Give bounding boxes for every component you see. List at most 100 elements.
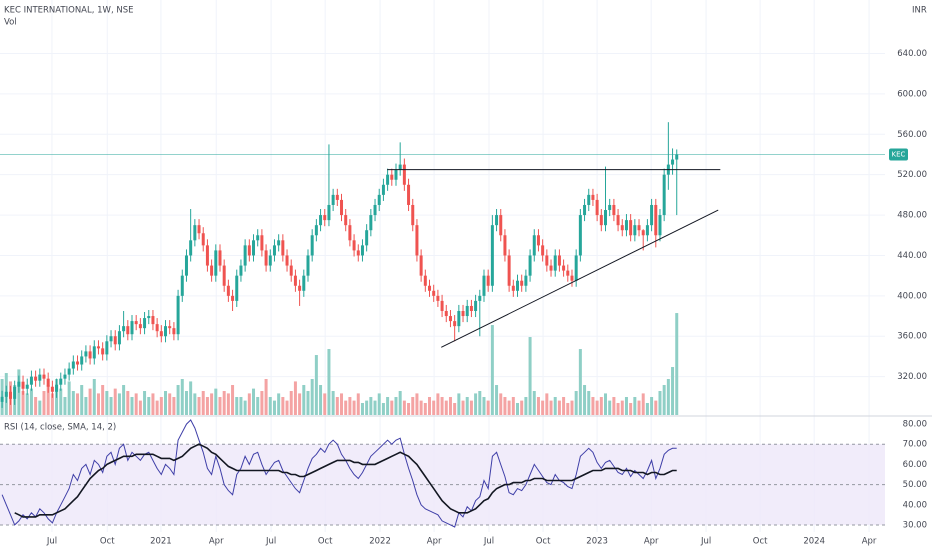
volume-bar (557, 400, 561, 415)
volume-bar (268, 397, 272, 415)
candle-body (180, 275, 184, 296)
volume-bar (302, 385, 306, 415)
candle-body (633, 225, 637, 236)
x-tick-label: Oct (753, 537, 768, 547)
candle-body (293, 275, 297, 286)
volume-bar (365, 400, 369, 415)
volume-bar (193, 393, 197, 415)
candle-body (608, 204, 612, 211)
candle-body (444, 310, 448, 317)
volume-bar (595, 400, 599, 415)
candle-body (176, 295, 180, 335)
candle-body (549, 265, 553, 271)
candle-body (423, 275, 427, 286)
volume-bar (587, 391, 591, 415)
volume-bar (21, 391, 25, 415)
volume-bar (650, 397, 654, 415)
candle-body (29, 376, 33, 385)
candle-body (503, 235, 507, 256)
candle-body (616, 215, 620, 226)
candle-body (587, 194, 591, 205)
volume-bar (633, 397, 637, 415)
candle-body (411, 204, 415, 226)
candle-body (671, 159, 675, 165)
candle-body (71, 361, 75, 369)
volume-bar (516, 403, 520, 415)
candle-body (298, 285, 302, 291)
volume-bar (369, 397, 373, 415)
candle-body (13, 386, 17, 399)
volume-bar (624, 397, 628, 415)
candle-body (76, 361, 80, 365)
candle-body (205, 245, 209, 266)
x-tick-label: Jul (46, 537, 57, 547)
volume-bar (377, 393, 381, 415)
candle-body (63, 374, 67, 379)
candle-body (268, 255, 272, 266)
volume-bar (461, 400, 465, 415)
candle-body (486, 275, 490, 286)
candle-body (348, 225, 352, 241)
volume-bar (444, 400, 448, 415)
volume-bar (671, 367, 675, 415)
candle-body (256, 235, 260, 241)
volume-bar (654, 400, 658, 415)
candle-body (645, 225, 649, 236)
volume-bar (490, 325, 494, 415)
volume-bar (390, 400, 394, 415)
volume-bar (331, 391, 335, 415)
volume-bar (348, 397, 352, 415)
candle-body (407, 184, 411, 205)
volume-bar (50, 393, 54, 415)
volume-bar (84, 397, 88, 415)
volume-bar (34, 397, 38, 415)
candle-body (340, 199, 344, 216)
candle-body (193, 225, 197, 241)
x-tick-label: 2024 (803, 537, 825, 547)
volume-bar (503, 397, 507, 415)
candle-body (344, 215, 348, 226)
volume-bar (314, 355, 318, 415)
volume-label: Vol (4, 18, 17, 28)
candle-body (457, 310, 461, 327)
volume-bar (407, 403, 411, 415)
candle-body (164, 326, 168, 337)
rsi-tick-label: 60.00 (903, 460, 927, 470)
volume-bar (457, 393, 461, 415)
volume-bar (469, 400, 473, 415)
volume-bar (134, 393, 138, 415)
volume-bar (151, 393, 155, 415)
candle-body (612, 204, 616, 216)
candle-body (474, 300, 478, 311)
x-tick-label: Apr (427, 537, 442, 547)
candle-body (578, 215, 582, 256)
candle-body (453, 321, 457, 327)
volume-bar (616, 403, 620, 415)
volume-bar (499, 393, 503, 415)
volume-bar (176, 385, 180, 415)
volume-bar (658, 391, 662, 415)
volume-bar (666, 379, 670, 415)
volume-bar (46, 385, 50, 415)
volume-bar (549, 400, 553, 415)
candle-body (168, 326, 172, 329)
volume-bar (482, 397, 486, 415)
candle-body (46, 378, 50, 387)
x-tick-label: Oct (100, 537, 115, 547)
price-tag-label: KEC (892, 150, 906, 158)
candle-body (591, 194, 595, 200)
x-tick-label: Apr (862, 537, 877, 547)
candle-body (583, 204, 587, 216)
volume-bar (277, 393, 281, 415)
candle-body (34, 376, 38, 381)
volume-bar (398, 391, 402, 415)
trend-line (441, 209, 719, 348)
candle-body (0, 396, 4, 402)
candle-body (532, 235, 536, 256)
candle-body (360, 245, 364, 256)
candle-body (101, 348, 105, 355)
y-tick-label: 640.00 (897, 49, 927, 59)
candle-body (352, 240, 356, 251)
